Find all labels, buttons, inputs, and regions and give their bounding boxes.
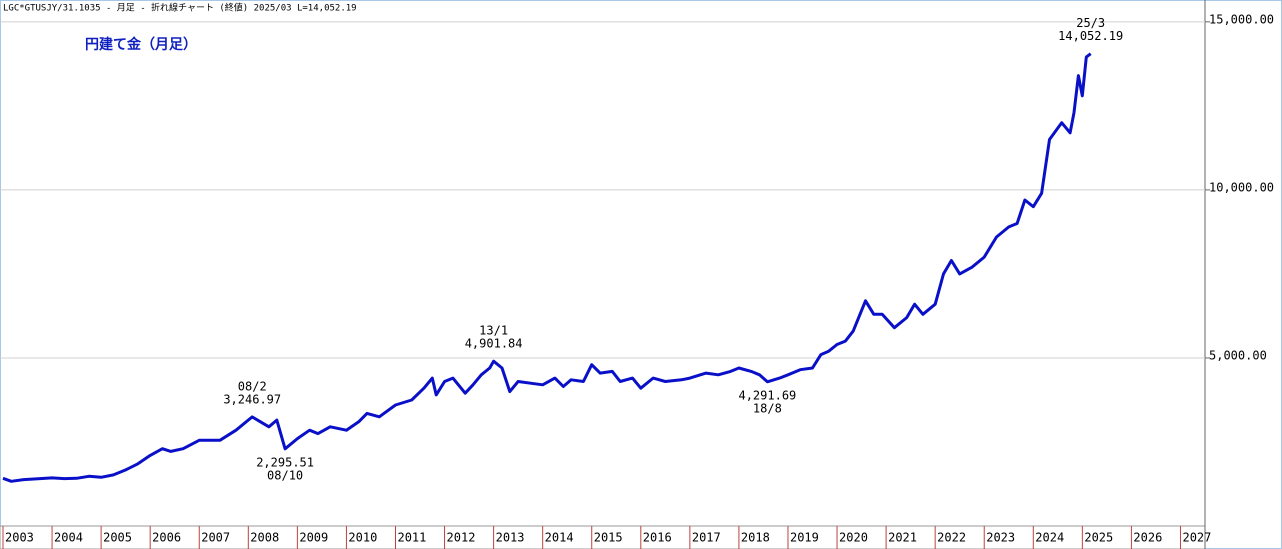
x-tick-label: 2003: [5, 531, 34, 545]
header: LGC*GTUSJY/31.1035 - 月足 - 折れ線チャート (終値) 2…: [3, 2, 357, 14]
x-tick-label: 2007: [201, 531, 230, 545]
annotation-text: 25/3: [1076, 16, 1105, 30]
x-tick-label: 2020: [839, 531, 868, 545]
y-tick-label: 15,000.00: [1209, 12, 1274, 26]
x-tick-label: 2027: [1182, 531, 1211, 545]
x-tick-label: 2019: [790, 531, 819, 545]
x-tick-label: 2013: [496, 531, 525, 545]
x-tick-label: 2012: [447, 531, 476, 545]
x-tick-label: 2011: [397, 531, 426, 545]
x-tick-label: 2006: [152, 531, 181, 545]
x-tick-label: 2025: [1084, 531, 1113, 545]
annotation-text: 3,246.97: [223, 392, 281, 406]
x-tick-label: 2023: [986, 531, 1015, 545]
chart-title: 円建て金（月足）: [85, 36, 197, 53]
x-tick-label: 2010: [348, 531, 377, 545]
x-tick-label: 2016: [643, 531, 672, 545]
y-tick-label: 5,000.00: [1209, 348, 1267, 362]
line-series: [2, 52, 1092, 483]
annotation-text: 2,295.51: [256, 455, 314, 469]
x-tick-label: 2005: [103, 531, 132, 545]
x-tick-label: 2024: [1035, 531, 1064, 545]
y-tick-label: 10,000.00: [1209, 180, 1274, 194]
x-tick-label: 2009: [299, 531, 328, 545]
annotation-text: 4,901.84: [465, 337, 523, 351]
x-tick-label: 2018: [741, 531, 770, 545]
x-tick-label: 2014: [545, 531, 574, 545]
x-tick-label: 2008: [250, 531, 279, 545]
annotation-text: 13/1: [479, 324, 508, 338]
x-tick-label: 2021: [888, 531, 917, 545]
x-tick-label: 2022: [937, 531, 966, 545]
annotation-text: 08/10: [267, 468, 303, 482]
annotation-text: 4,291.69: [738, 388, 796, 402]
annotation-text: 18/8: [753, 401, 782, 415]
x-tick-label: 2017: [692, 531, 721, 545]
x-tick-label: 2015: [594, 531, 623, 545]
annotation-text: 08/2: [238, 379, 267, 393]
x-tick-label: 2004: [54, 531, 83, 545]
x-tick-label: 2026: [1133, 531, 1162, 545]
annotation-text: 14,052.19: [1058, 29, 1123, 43]
